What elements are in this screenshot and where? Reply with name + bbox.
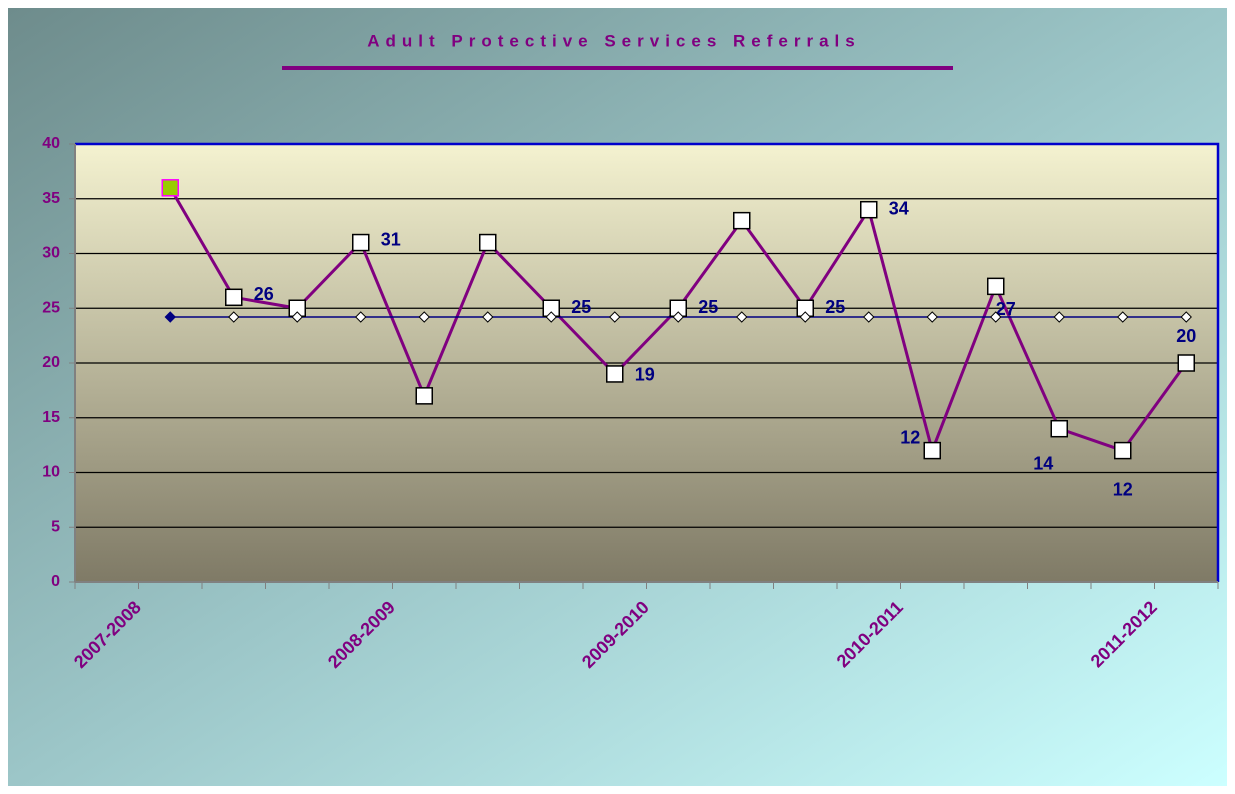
data-label: 25 bbox=[571, 297, 591, 317]
marker bbox=[923, 441, 941, 460]
y-tick-label: 35 bbox=[42, 190, 60, 207]
marker bbox=[164, 311, 176, 323]
data-label: 26 bbox=[254, 284, 274, 304]
marker bbox=[672, 311, 684, 323]
marker bbox=[736, 311, 748, 323]
data-label: 12 bbox=[900, 427, 920, 447]
data-label: 31 bbox=[381, 229, 401, 249]
y-tick-label: 15 bbox=[42, 409, 60, 426]
data-label: 25 bbox=[698, 297, 718, 317]
plot-border bbox=[75, 142, 1220, 582]
marker bbox=[545, 311, 557, 323]
y-tick-label: 5 bbox=[51, 518, 60, 535]
marker bbox=[1177, 354, 1195, 372]
marker bbox=[1117, 311, 1129, 323]
marker bbox=[479, 233, 497, 252]
marker bbox=[799, 311, 811, 323]
y-tick-label: 25 bbox=[42, 299, 60, 316]
marker bbox=[482, 311, 494, 323]
marker bbox=[926, 311, 938, 323]
marker bbox=[291, 311, 303, 323]
marker bbox=[1180, 311, 1192, 323]
marker bbox=[1114, 441, 1132, 460]
marker bbox=[161, 179, 179, 197]
data-label: 12 bbox=[1113, 479, 1133, 499]
marker bbox=[990, 311, 1002, 323]
marker bbox=[352, 233, 370, 252]
marker bbox=[355, 311, 367, 323]
data-label: 19 bbox=[635, 365, 655, 385]
marker bbox=[987, 277, 1005, 296]
marker bbox=[860, 200, 878, 219]
data-label: 14 bbox=[1033, 453, 1053, 473]
marker bbox=[863, 311, 875, 323]
marker bbox=[609, 311, 621, 323]
y-tick-label: 0 bbox=[51, 573, 60, 590]
y-tick-label: 20 bbox=[42, 354, 60, 371]
marker bbox=[415, 387, 433, 405]
marker bbox=[418, 311, 430, 323]
y-tick-label: 10 bbox=[42, 464, 60, 481]
chart-title: Adult Protective Services Referrals bbox=[367, 31, 860, 50]
marker bbox=[1050, 419, 1068, 438]
marker bbox=[1053, 311, 1065, 323]
y-tick-label: 30 bbox=[42, 245, 60, 262]
marker bbox=[733, 211, 751, 230]
data-label: 20 bbox=[1176, 326, 1196, 346]
data-label: 27 bbox=[996, 299, 1016, 319]
y-tick-label: 40 bbox=[42, 135, 60, 152]
marker bbox=[225, 288, 243, 307]
data-label: 25 bbox=[825, 297, 845, 317]
marker bbox=[606, 365, 624, 383]
marker bbox=[228, 311, 240, 323]
data-label: 34 bbox=[889, 198, 909, 218]
